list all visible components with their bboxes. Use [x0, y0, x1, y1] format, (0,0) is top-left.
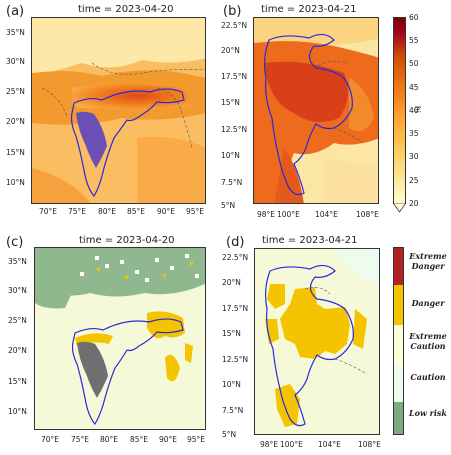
lat-tick-d-5: 10°N — [222, 380, 241, 389]
lon-tick-c-5: 95°E — [187, 435, 206, 444]
colorbar-extend-arrow — [393, 203, 406, 213]
lat-tick-b-1: 20°N — [221, 46, 240, 55]
india-boundary-risk — [71, 318, 184, 426]
india-boundary — [70, 88, 185, 198]
heat-highlight-region — [76, 111, 107, 168]
lat-tick-a-0: 35°N — [6, 28, 25, 37]
lat-tick-d-0: 22.5°N — [222, 253, 249, 262]
cb-tick-40: 40 — [409, 106, 419, 115]
lat-tick-d-2: 17.5°N — [222, 304, 249, 313]
panel-label-a: (a) — [6, 4, 25, 19]
panel-title-d: time = 2023-04-21 — [262, 235, 358, 246]
cb-tick-30: 30 — [409, 152, 419, 161]
lat-tick-d-7: 5°N — [222, 430, 237, 439]
lat-tick-c-2: 25°N — [8, 316, 27, 325]
map-panel-b — [253, 17, 379, 204]
lat-tick-a-3: 20°N — [6, 117, 25, 126]
lat-tick-d-6: 7.5°N — [222, 406, 244, 415]
colorbar-label: hi — [413, 106, 422, 113]
lat-tick-b-4: 12.5°N — [221, 125, 248, 134]
map-panel-a — [31, 17, 206, 204]
lat-tick-d-4: 12.5°N — [222, 355, 249, 364]
lon-tick-a-3: 85°E — [127, 207, 146, 216]
lon-tick-d-3: 108°E — [358, 440, 381, 449]
lat-tick-c-1: 30°N — [8, 286, 27, 295]
lat-tick-b-7: 5°N — [221, 201, 236, 210]
panel-label-d: (d) — [226, 235, 245, 250]
lat-tick-a-4: 15°N — [6, 148, 25, 157]
lat-tick-d-1: 20°N — [222, 278, 241, 287]
lat-tick-a-2: 25°N — [6, 87, 25, 96]
lon-tick-a-2: 80°E — [98, 207, 117, 216]
lon-tick-c-3: 85°E — [130, 435, 149, 444]
cb-tick-20: 20 — [409, 199, 419, 208]
lon-tick-a-0: 70°E — [39, 207, 58, 216]
cb-tick-60: 60 — [409, 13, 419, 22]
risk-map-india — [35, 248, 205, 429]
lon-tick-b-2: 104°E — [315, 210, 338, 219]
panel-label-c: (c) — [6, 235, 24, 250]
lon-tick-c-4: 90°E — [159, 435, 178, 444]
heat-index-map-se-asia — [254, 18, 378, 203]
cb-tick-50: 50 — [409, 59, 419, 68]
risk-colorbar — [393, 247, 404, 435]
lon-tick-b-0: 98°E — [257, 210, 276, 219]
risk-cat-low-risk: Low risk — [409, 408, 447, 418]
lon-tick-d-1: 100°E — [280, 440, 303, 449]
lon-tick-b-3: 108°E — [356, 210, 379, 219]
panel-title-b: time = 2023-04-21 — [261, 4, 357, 15]
heat-index-map-india — [32, 18, 205, 203]
lat-tick-a-1: 30°N — [6, 57, 25, 66]
heat-index-colorbar — [393, 17, 406, 204]
lat-tick-b-5: 10°N — [221, 151, 240, 160]
lat-tick-c-5: 10°N — [8, 407, 27, 416]
panel-title-a: time = 2023-04-20 — [78, 4, 174, 15]
risk-cat-danger: Danger — [411, 298, 445, 308]
risk-cat-extreme-caution: Extreme Caution — [409, 331, 447, 351]
lat-tick-c-3: 20°N — [8, 346, 27, 355]
lat-tick-a-5: 10°N — [6, 178, 25, 187]
lat-tick-c-0: 35°N — [8, 257, 27, 266]
lon-tick-c-1: 75°E — [71, 435, 90, 444]
panel-label-b: (b) — [223, 4, 242, 19]
thailand-boundary-risk — [264, 264, 354, 427]
cb-tick-45: 45 — [409, 83, 419, 92]
lon-tick-a-5: 95°E — [186, 207, 205, 216]
lon-tick-a-4: 90°E — [157, 207, 176, 216]
lat-tick-b-2: 17.5°N — [221, 72, 248, 81]
lat-tick-c-4: 15°N — [8, 377, 27, 386]
lon-tick-c-0: 70°E — [41, 435, 60, 444]
cb-tick-25: 25 — [409, 176, 419, 185]
panel-title-c: time = 2023-04-20 — [79, 235, 175, 246]
risk-highlight-region — [77, 341, 108, 398]
lat-tick-b-6: 7.5°N — [221, 178, 243, 187]
map-panel-c — [34, 247, 206, 430]
lon-tick-d-0: 98°E — [260, 440, 279, 449]
lon-tick-b-1: 100°E — [277, 210, 300, 219]
lon-tick-a-1: 75°E — [68, 207, 87, 216]
cb-tick-55: 55 — [409, 36, 419, 45]
thailand-boundary — [263, 33, 353, 196]
map-panel-d — [254, 248, 380, 435]
lon-tick-c-2: 80°E — [100, 435, 119, 444]
risk-cat-caution: Caution — [410, 372, 446, 382]
lon-tick-d-2: 104°E — [318, 440, 341, 449]
lat-tick-b-3: 15°N — [221, 98, 240, 107]
lat-tick-d-3: 15°N — [222, 329, 241, 338]
cb-tick-35: 35 — [409, 129, 419, 138]
risk-map-se-asia — [255, 249, 379, 434]
lat-tick-b-0: 22.5°N — [221, 21, 248, 30]
risk-cat-extreme-danger: Extreme Danger — [409, 251, 447, 271]
